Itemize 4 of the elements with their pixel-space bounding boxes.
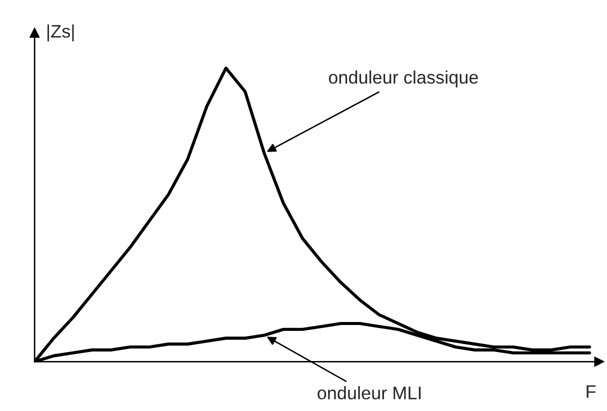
text: onduleur MLI [318, 386, 421, 400]
y-axis-title: |Zs| [48, 24, 74, 42]
annotation: onduleur classique [328, 70, 478, 88]
x-axis-title: F [586, 385, 596, 398]
